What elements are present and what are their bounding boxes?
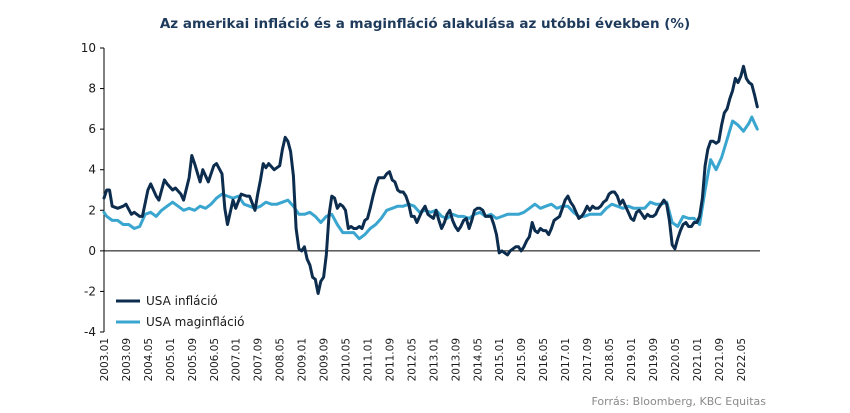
legend-label-usa-inflacio: USA infláció bbox=[146, 294, 218, 308]
series-line-usa-maginflacio bbox=[102, 115, 759, 241]
x-tick-label: 2019.09 bbox=[648, 338, 660, 381]
x-tick-label: 2019.01 bbox=[626, 338, 638, 381]
x-tick-label: 2003.01 bbox=[99, 338, 111, 381]
y-tick-label: 10 bbox=[81, 41, 96, 55]
x-tick-label: 2005.01 bbox=[165, 338, 177, 381]
x-axis: 2003.01 2003.09 2004.05 2005.01 2005.09 2006.… bbox=[99, 250, 760, 381]
x-tick-label: 2007.01 bbox=[231, 338, 243, 381]
y-tick-label: 2 bbox=[88, 203, 96, 217]
x-tick-label: 2018.05 bbox=[604, 338, 616, 381]
x-tick-label: 2016.05 bbox=[538, 338, 550, 381]
legend-label-usa-maginflacio: USA maginfláció bbox=[146, 315, 244, 329]
x-tick-label: 2022.05 bbox=[736, 338, 748, 381]
y-axis: -4 -2 0 2 4 6 8 10 bbox=[81, 41, 105, 339]
x-tick-label: 2005.09 bbox=[187, 338, 199, 381]
x-tick-label: 2011.09 bbox=[384, 338, 396, 381]
y-tick-label: -4 bbox=[84, 325, 96, 339]
x-tick-label: 2009.01 bbox=[297, 338, 309, 381]
x-tick-label: 2017.09 bbox=[582, 338, 594, 381]
legend: USA infláció USA maginfláció bbox=[116, 294, 244, 329]
chart-title: Az amerikai infláció és a maginfláció al… bbox=[160, 16, 690, 32]
series-line-usa-inflacio bbox=[102, 64, 759, 295]
x-tick-label: 2020.05 bbox=[670, 338, 682, 381]
x-tick-label: 2013.01 bbox=[428, 338, 440, 381]
series-layer bbox=[102, 64, 759, 295]
x-tick-label: 2021.01 bbox=[692, 338, 704, 381]
x-tick-label: 2012.05 bbox=[406, 338, 418, 381]
x-tick-label: 2015.09 bbox=[516, 338, 528, 381]
y-tick-label: 0 bbox=[88, 244, 96, 258]
x-tick-label: 2009.09 bbox=[319, 338, 331, 381]
y-tick-label: 8 bbox=[88, 82, 96, 96]
x-tick-label: 2013.09 bbox=[450, 338, 462, 381]
x-tick-label: 2010.05 bbox=[341, 338, 353, 381]
x-tick-label: 2015.01 bbox=[494, 338, 506, 381]
x-tick-label: 2021.09 bbox=[714, 338, 726, 381]
x-tick-label: 2008.05 bbox=[275, 338, 287, 381]
y-tick-label: -2 bbox=[84, 284, 96, 298]
x-tick-label: 2014.05 bbox=[472, 338, 484, 381]
x-tick-label: 2007.09 bbox=[253, 338, 265, 381]
y-tick-label: 4 bbox=[88, 163, 96, 177]
x-tick-label: 2017.01 bbox=[560, 338, 572, 381]
x-tick-label: 2011.01 bbox=[362, 338, 374, 381]
x-tick-label: 2006.05 bbox=[209, 338, 221, 381]
x-tick-label: 2003.09 bbox=[121, 338, 133, 381]
x-tick-label: 2004.05 bbox=[143, 338, 155, 381]
source-note: Forrás: Bloomberg, KBC Equitas bbox=[591, 395, 766, 408]
y-tick-label: 6 bbox=[88, 122, 96, 136]
